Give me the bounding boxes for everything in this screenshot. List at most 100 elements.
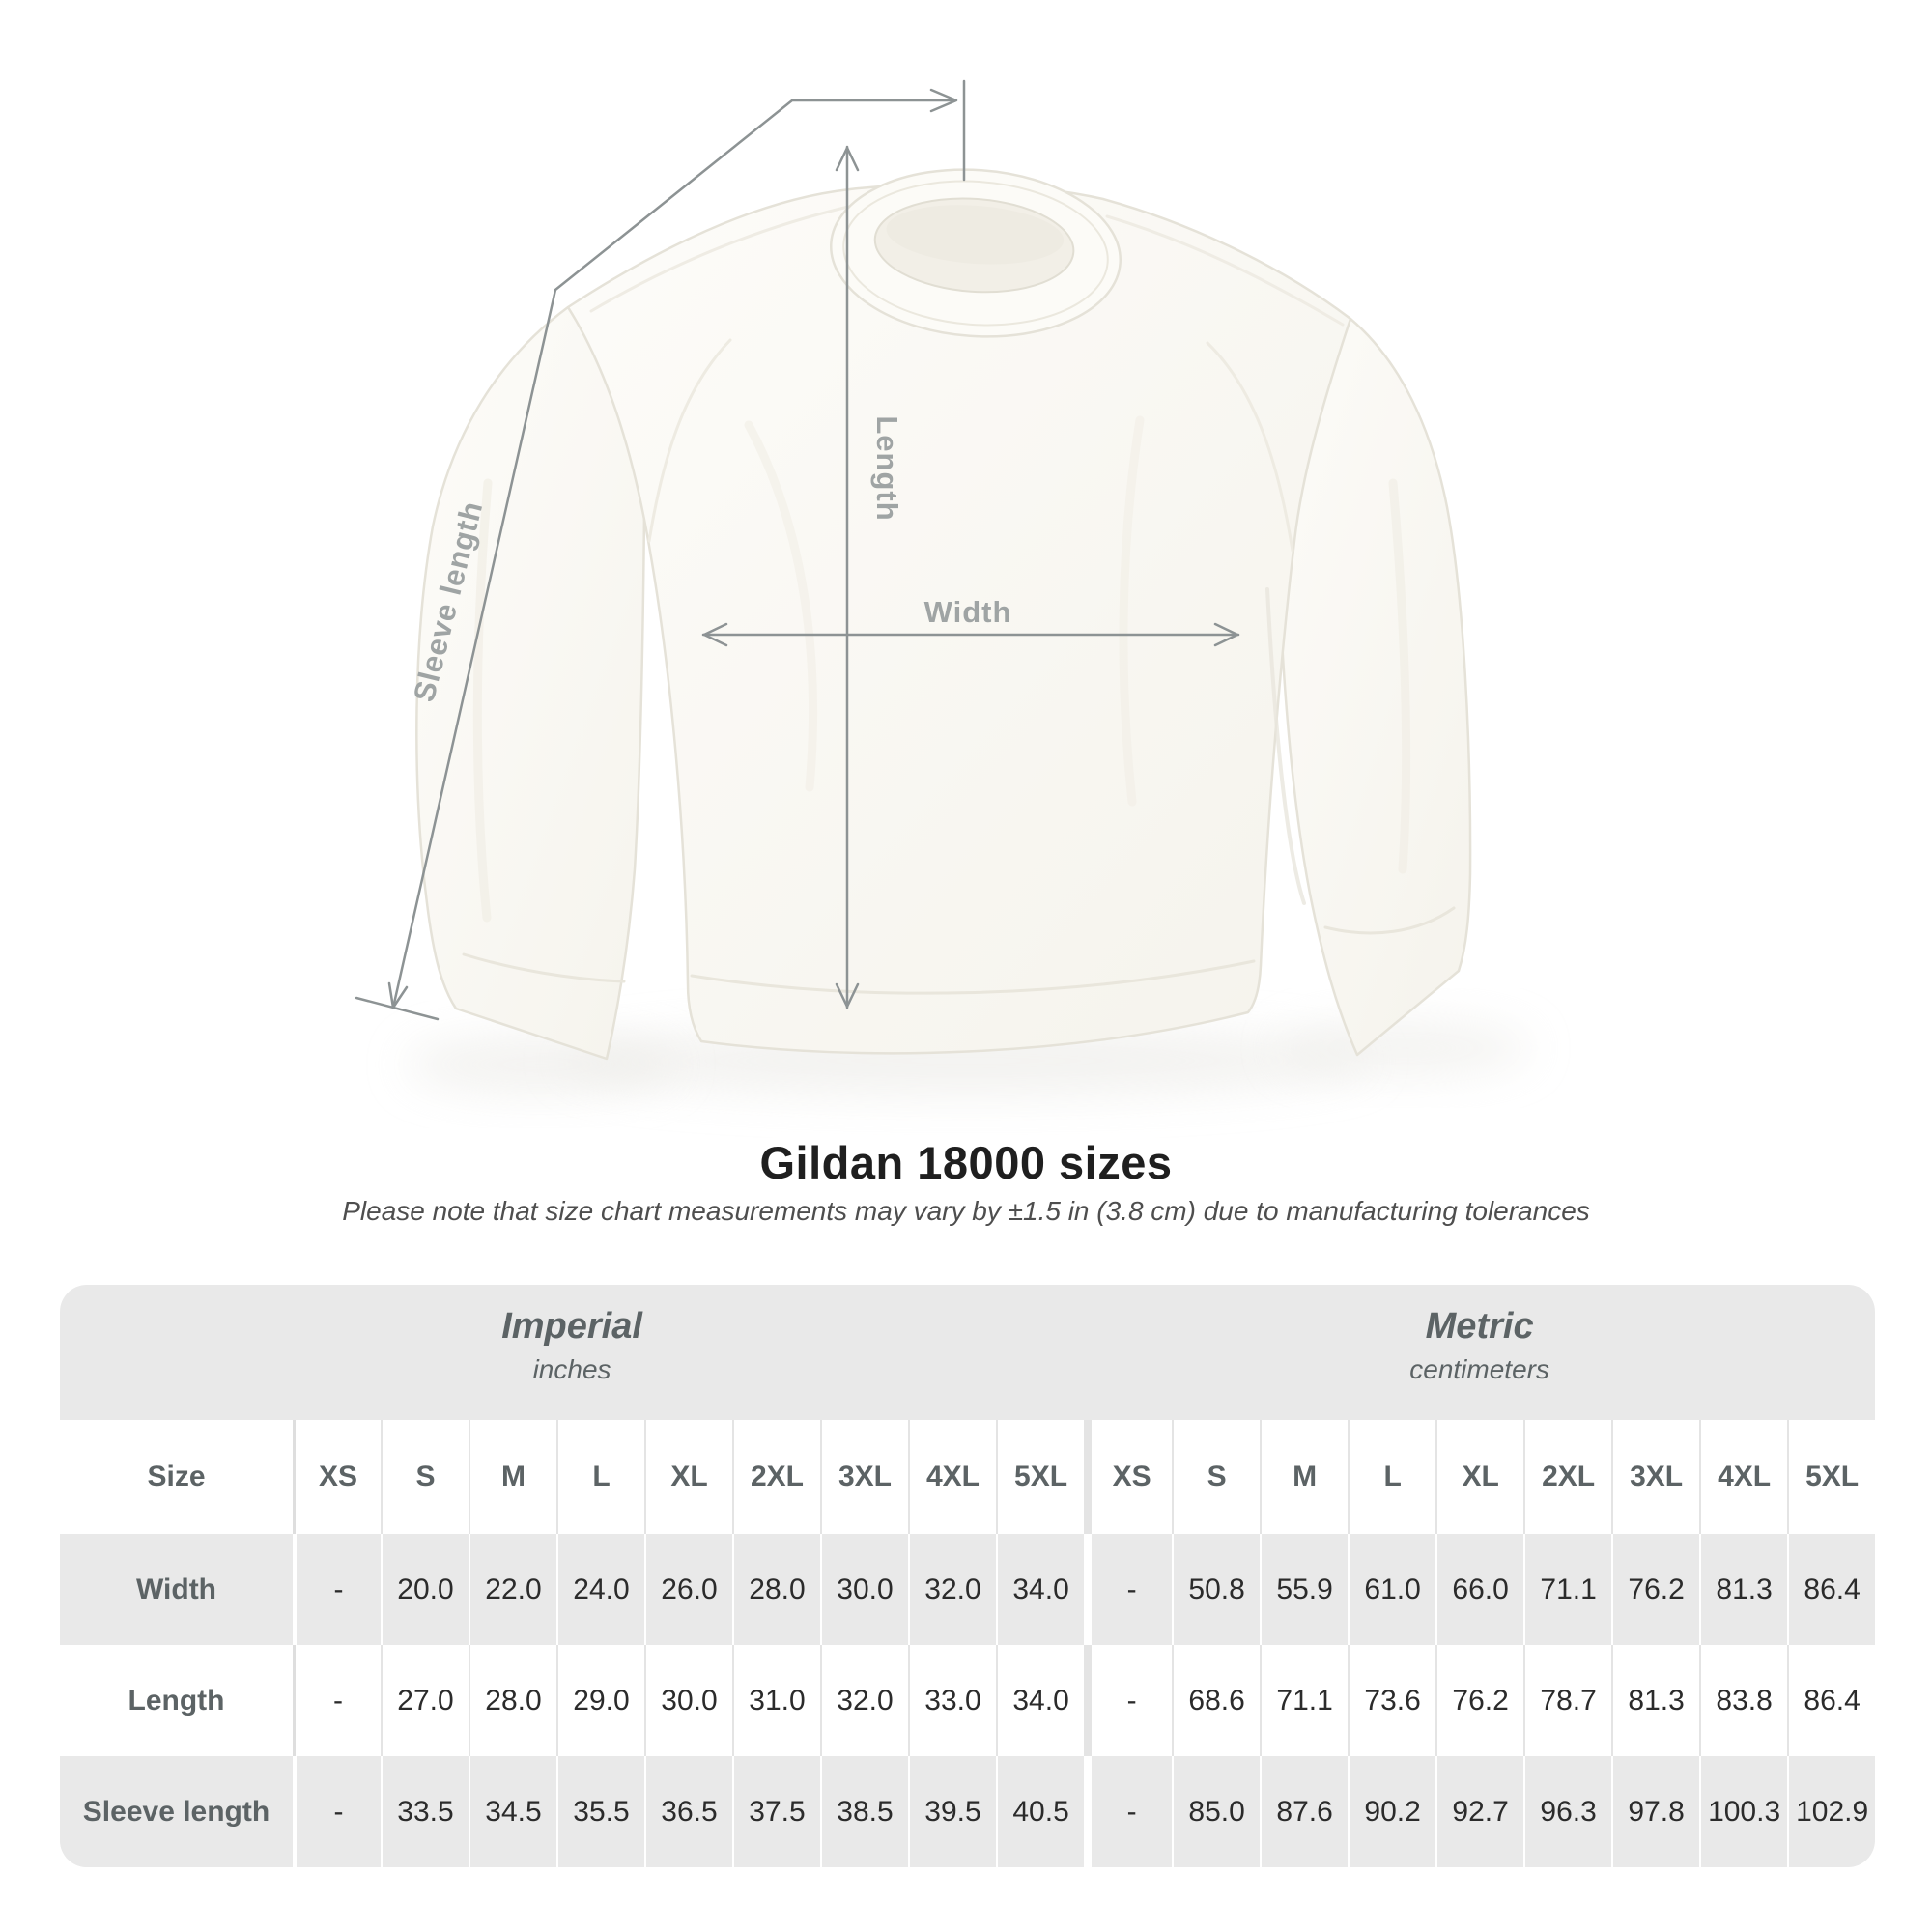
value-cell: - [293,1756,381,1867]
size-header-cell: 3XL [820,1420,908,1534]
row-label: Length [60,1645,293,1756]
size-header-cell: XS [1084,1420,1172,1534]
size-header-cell: XS [293,1420,381,1534]
length-measurement-line [835,145,860,1009]
value-cell: 92.7 [1435,1756,1523,1867]
size-header-cell: S [1172,1420,1260,1534]
sweatshirt-illustration [415,168,1472,1061]
value-cell: 90.2 [1348,1756,1435,1867]
arrowhead-right [1213,622,1239,647]
row-label: Sleeve length [60,1756,293,1867]
unit-band-row: Imperial inches Metric centimeters [60,1285,1875,1420]
value-cell: 36.5 [644,1756,732,1867]
size-header-cell: 2XL [1523,1420,1611,1534]
value-cell: 100.3 [1699,1756,1787,1867]
collar [829,168,1122,338]
value-cell: - [1084,1645,1172,1756]
size-header-row: Size XS S M L XL 2XL 3XL 4XL 5XL XS S M L XL 2XL 3XL 4XL… [60,1420,1875,1534]
metric-title: Metric [1425,1306,1534,1347]
size-header-cell: XL [1435,1420,1523,1534]
size-header-cell: M [1260,1420,1348,1534]
value-cell: 97.8 [1611,1756,1699,1867]
right-shoulder-seam [1105,214,1345,327]
size-header-cell: 4XL [1699,1420,1787,1534]
value-cell: 40.5 [996,1756,1084,1867]
value-cell: 24.0 [556,1534,644,1645]
right-side-shadow [1265,587,1306,905]
hem-seam [690,959,1256,995]
value-cell: 71.1 [1523,1534,1611,1645]
value-cell: 30.0 [820,1534,908,1645]
value-cell: 32.0 [908,1534,996,1645]
size-header-cell: L [556,1420,644,1534]
sweatshirt-diagram: Length Width Sleeve length [355,79,1531,1095]
value-cell: 68.6 [1172,1645,1260,1756]
arrowhead-right [929,88,958,113]
table-row-length: Length -27.0 28.0 29.0 30.0 31.0 32.0 33.0 34.0… [60,1645,1875,1756]
value-cell: 37.5 [732,1756,820,1867]
value-cell: 28.0 [469,1645,556,1756]
value-cell: 87.6 [1260,1756,1348,1867]
arrowhead-up [835,146,860,172]
imperial-unit: inches [532,1354,611,1384]
value-cell: 61.0 [1348,1534,1435,1645]
table-row-width: Width -20.0 22.0 24.0 26.0 28.0 30.0 32.0 34.0-… [60,1534,1875,1645]
value-cell: 83.8 [1699,1645,1787,1756]
length-label: Length [870,415,904,521]
arrowhead-left [702,622,728,647]
value-cell: - [1084,1756,1172,1867]
metric-section-header: Metric centimeters [1084,1285,1875,1420]
value-cell: 28.0 [732,1534,820,1645]
value-cell: 26.0 [644,1534,732,1645]
imperial-title: Imperial [501,1306,642,1347]
size-header-cell: 3XL [1611,1420,1699,1534]
value-cell: 39.5 [908,1756,996,1867]
arrowhead-down [835,982,860,1009]
chart-note: Please note that size chart measurements… [342,1196,1590,1226]
value-cell: 86.4 [1787,1645,1875,1756]
row-label: Width [60,1534,293,1645]
value-cell: 22.0 [469,1534,556,1645]
value-cell: - [293,1534,381,1645]
value-cell: 73.6 [1348,1645,1435,1756]
value-cell: 32.0 [820,1645,908,1756]
value-cell: 29.0 [556,1645,644,1756]
value-cell: 102.9 [1787,1756,1875,1867]
size-header-cell: S [381,1420,469,1534]
value-cell: 81.3 [1699,1534,1787,1645]
value-cell: - [1084,1534,1172,1645]
value-cell: 71.1 [1260,1645,1348,1756]
value-cell: 96.3 [1523,1756,1611,1867]
size-header-cell: 2XL [732,1420,820,1534]
sleeve-length-measurement-line [355,79,966,1021]
left-sleeve-crease [472,478,493,923]
size-corner-label: Size [60,1420,293,1534]
value-cell: 76.2 [1435,1645,1523,1756]
value-cell: 33.5 [381,1756,469,1867]
value-cell: 34.0 [996,1534,1084,1645]
value-cell: 31.0 [732,1645,820,1756]
size-header-cell: M [469,1420,556,1534]
right-cuff-seam [1323,906,1456,935]
width-label: Width [924,595,1012,629]
value-cell: 38.5 [820,1756,908,1867]
size-table: Imperial inches Metric centimeters Size … [60,1285,1875,1867]
size-header-cell: 4XL [908,1420,996,1534]
value-cell: 78.7 [1523,1645,1611,1756]
value-cell: 33.0 [908,1645,996,1756]
value-cell: - [293,1645,381,1756]
value-cell: 85.0 [1172,1756,1260,1867]
value-cell: 86.4 [1787,1534,1875,1645]
value-cell: 76.2 [1611,1534,1699,1645]
size-header-cell: XL [644,1420,732,1534]
width-measurement-line [701,622,1240,647]
left-armhole-seam [647,338,732,543]
size-header-cell: L [1348,1420,1435,1534]
value-cell: 27.0 [381,1645,469,1756]
value-cell: 34.0 [996,1645,1084,1756]
left-shoulder-seam [589,205,850,313]
size-header-cell: 5XL [1787,1420,1875,1534]
size-table-container: Imperial inches Metric centimeters Size … [60,1285,1875,1867]
size-header-cell: 5XL [996,1420,1084,1534]
